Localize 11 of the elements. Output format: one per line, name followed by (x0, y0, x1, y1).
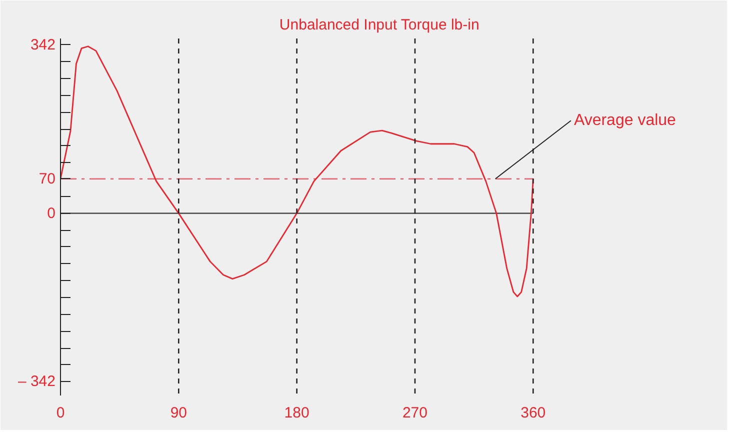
x-tick-label: 90 (170, 404, 188, 422)
ref-line-label: Average value (574, 112, 676, 130)
x-tick-label: 180 (284, 404, 310, 422)
x-tick-label: 270 (402, 404, 428, 422)
y-tick-label: 70 (38, 170, 56, 188)
y-tick-label: 342 (30, 36, 56, 54)
line-series (60, 46, 534, 298)
y-tick-label: – 342 (18, 373, 56, 390)
y-tick-label: 0 (47, 204, 56, 222)
chart-title: Unbalanced Input Torque lb-in (279, 16, 480, 34)
x-tick-label: 360 (520, 404, 546, 422)
